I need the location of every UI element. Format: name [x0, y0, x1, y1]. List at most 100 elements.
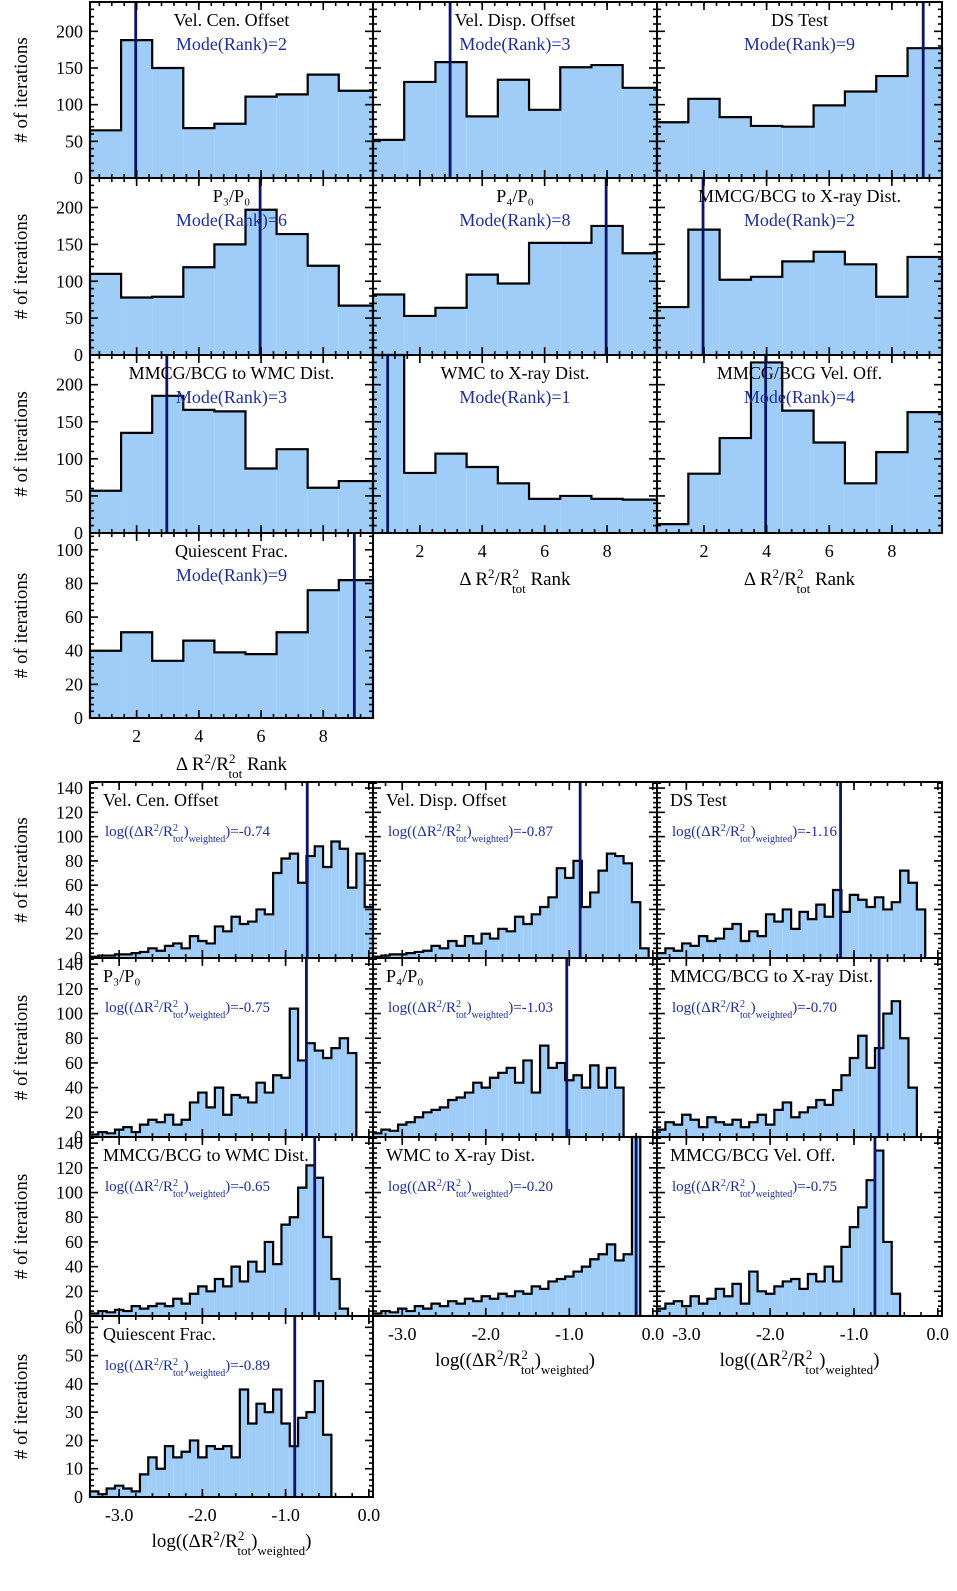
histogram-bar: [338, 90, 373, 178]
histogram-bar: [707, 941, 716, 958]
x-tick-label: 2: [699, 541, 708, 561]
histogram-bar: [523, 1293, 532, 1316]
histogram-bar: [782, 410, 814, 533]
x-tick-label: 4: [762, 541, 771, 561]
histogram-bar: [876, 452, 908, 533]
histogram-outline: [88, 1164, 350, 1316]
histogram-bar: [389, 1312, 399, 1316]
histogram-bar: [841, 911, 850, 958]
histogram-bar: [148, 1306, 157, 1316]
panel-frame: [656, 354, 943, 534]
histogram-bar: [816, 1099, 825, 1137]
y-axis-label: # of iterations: [11, 1354, 32, 1460]
histogram-bar: [782, 1281, 792, 1316]
histogram-bar: [590, 892, 599, 958]
histogram-bar: [690, 1296, 699, 1316]
histogram-bar: [824, 916, 834, 958]
histogram-bar: [833, 1281, 842, 1316]
histogram-bar: [515, 916, 524, 958]
mode-annotation: Mode(Rank)=9: [744, 34, 855, 55]
histogram-bar: [123, 1311, 132, 1316]
histogram-bar: [813, 442, 845, 533]
histogram-bar: [206, 1291, 215, 1316]
histogram-bar: [206, 943, 215, 958]
histogram-bar: [540, 1288, 549, 1316]
histogram-bar: [106, 1488, 115, 1497]
histogram-outline: [88, 1007, 358, 1137]
histogram: [88, 39, 375, 179]
y-tick-label: 40: [65, 1374, 83, 1394]
histogram-bar: [581, 907, 591, 958]
histogram-bar: [348, 887, 357, 958]
histogram-bar: [173, 1457, 182, 1497]
histogram-bar: [164, 1114, 174, 1137]
y-axis-label: # of iterations: [11, 1174, 32, 1280]
histogram-bar: [740, 941, 750, 958]
histogram-bar: [464, 1298, 474, 1316]
histogram-bar: [673, 1301, 683, 1316]
y-tick-label: 60: [65, 607, 83, 627]
x-tick-label: 6: [825, 541, 834, 561]
histogram-bar: [529, 109, 561, 178]
histogram-bar: [239, 1097, 249, 1137]
y-tick-label: 200: [56, 21, 83, 41]
histogram-bar: [306, 1043, 315, 1137]
histogram-bar: [749, 931, 758, 958]
panel-frame: [89, 1315, 374, 1498]
histogram-bar: [548, 1067, 557, 1137]
histogram-bar: [183, 409, 215, 533]
histogram-bar: [506, 1296, 515, 1316]
histogram-bar: [833, 890, 842, 958]
y-tick-label: 20: [65, 674, 83, 694]
x-axis-label: log((ΔR2/R2 tot)weighted): [720, 1347, 880, 1377]
weighted-annotation: log((ΔR2/R2 tot)weighted)=-1.16: [672, 823, 837, 845]
histogram-bar: [481, 933, 490, 958]
histogram-bar: [631, 902, 641, 958]
histogram-bar: [732, 924, 741, 958]
histogram-bar: [306, 1412, 315, 1497]
histogram-bar: [90, 130, 122, 178]
y-tick-label: 80: [65, 1207, 83, 1227]
panel-title: MMCG/BCG Vel. Off.: [717, 363, 882, 383]
histogram-bar: [565, 1276, 574, 1316]
histogram-bar: [256, 909, 265, 958]
histogram-bar: [891, 1293, 901, 1316]
mode-annotation: Mode(Rank)=3: [176, 387, 287, 408]
y-tick-label: 50: [65, 1346, 83, 1366]
histogram-bar: [164, 1306, 174, 1316]
panel-title: Quiescent Frac.: [103, 1324, 216, 1344]
histogram-bar: [883, 1013, 892, 1137]
histogram-bar: [724, 928, 733, 958]
histogram-bar: [356, 853, 365, 958]
histogram-bar: [876, 296, 908, 355]
histogram-bar: [431, 945, 440, 958]
panel-title: MMCG/BCG Vel. Off.: [670, 1145, 835, 1165]
x-tick-label: -1.0: [555, 1324, 584, 1344]
y-tick-label: 0: [74, 523, 83, 543]
histogram-bar: [531, 914, 541, 958]
histogram-bar: [206, 1446, 215, 1497]
x-tick-label: 2: [415, 541, 424, 561]
histogram-bar: [298, 882, 307, 958]
panel-title: DS Test: [771, 10, 828, 30]
histogram-bar: [623, 1254, 632, 1316]
histogram-bar: [289, 853, 299, 958]
histogram-outline: [655, 1149, 902, 1316]
panel-title: WMC to X-ray Dist.: [441, 363, 590, 383]
y-tick-label: 100: [56, 449, 83, 469]
panel-title: DS Test: [670, 790, 727, 810]
histogram-bar: [245, 468, 277, 533]
histogram-bar: [858, 899, 867, 958]
histogram-bar: [456, 1097, 465, 1137]
y-tick-label: 100: [56, 1004, 83, 1024]
y-tick-label: 120: [56, 1158, 83, 1178]
histogram-bar: [719, 438, 751, 533]
y-tick-label: 100: [56, 271, 83, 291]
histogram-bar: [560, 67, 592, 178]
y-tick-label: 200: [56, 375, 83, 395]
histogram-bar: [223, 1446, 232, 1497]
histogram-bar: [799, 1112, 808, 1137]
histogram-bar: [813, 105, 845, 178]
histogram-outline: [88, 840, 375, 958]
